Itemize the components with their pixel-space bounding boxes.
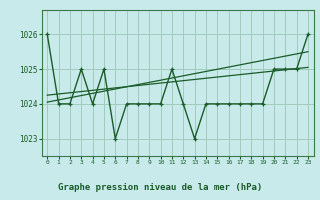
Text: Graphe pression niveau de la mer (hPa): Graphe pression niveau de la mer (hPa) xyxy=(58,183,262,192)
